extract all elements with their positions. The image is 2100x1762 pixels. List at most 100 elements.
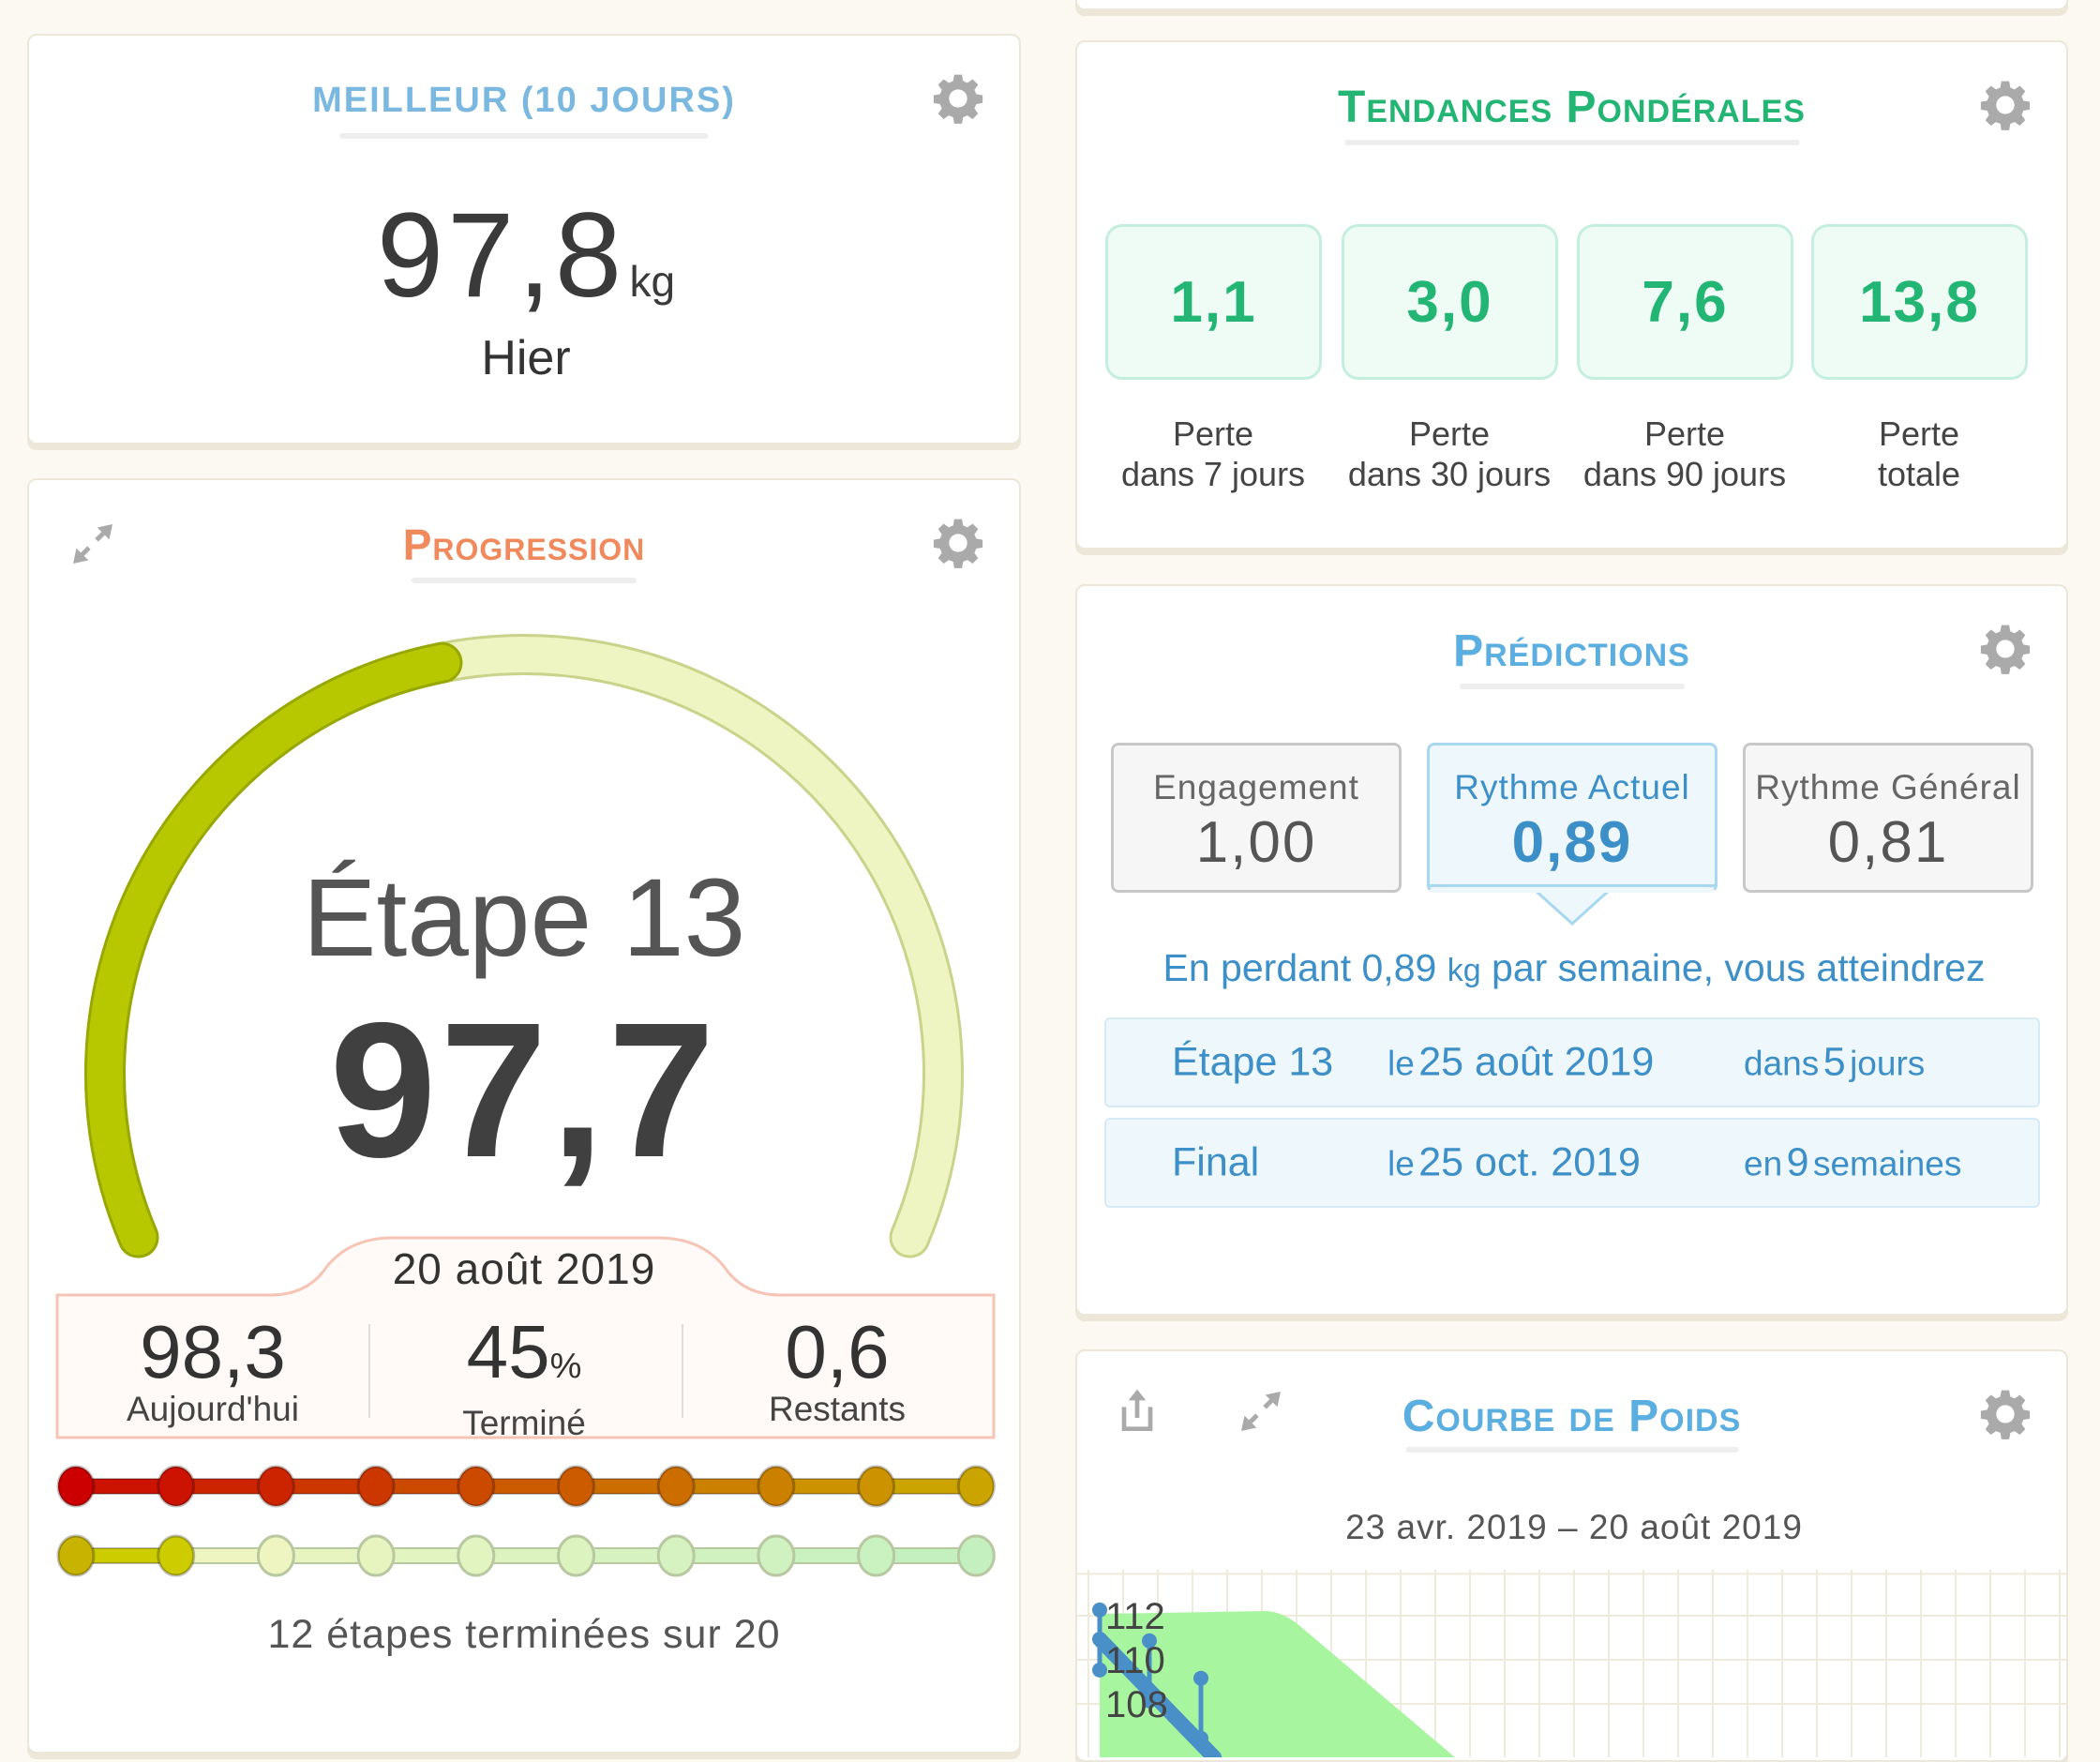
- rate-value: 0,89: [1511, 810, 1633, 875]
- box-border: [1430, 884, 1715, 887]
- title-underline: [1459, 684, 1685, 689]
- predictions-card: Prédictions Engagement 1,00 Rythme Actuel…: [1075, 584, 2068, 1316]
- gear-icon[interactable]: [1978, 1387, 2032, 1441]
- title-underline: [412, 578, 637, 583]
- progress-date: 20 août 2019: [392, 1244, 656, 1293]
- data-point: [1092, 1662, 1107, 1678]
- step-dots: [56, 1465, 996, 1577]
- step-dot-done: [256, 1465, 295, 1508]
- trend-label: Perte dans 30 jours: [1333, 414, 1566, 494]
- data-point: [1142, 1633, 1157, 1649]
- chart-date-range: 23 avr. 2019 – 20 août 2019: [1345, 1508, 1803, 1546]
- chart-title: Courbe de Poids: [1402, 1392, 1742, 1441]
- trends-title: Tendances Pondérales: [1338, 83, 1806, 132]
- stat-label: Aujourd'hui: [127, 1390, 299, 1428]
- rate-value: 1,00: [1195, 810, 1317, 875]
- trend-value-90d[interactable]: 7,6: [1577, 224, 1793, 380]
- sentence-text: par semaine, vous atteindrez: [1480, 946, 1986, 989]
- y-tick-label: 108: [1105, 1684, 1168, 1725]
- gear-icon[interactable]: [1978, 622, 2032, 676]
- row-post: jours: [1850, 1044, 1926, 1083]
- rate-value: 0,81: [1827, 810, 1949, 875]
- steps-summary: 12 étapes terminées sur 20: [267, 1612, 781, 1657]
- data-point: [1092, 1602, 1107, 1618]
- trend-value-30d[interactable]: 3,0: [1342, 224, 1558, 380]
- step-dot-done: [956, 1465, 996, 1508]
- stat-label: Restants: [768, 1390, 907, 1428]
- step-dot-done: [56, 1534, 96, 1577]
- weight-curve-card: Courbe de Poids 23 avr. 2019 – 20 août 2…: [1075, 1349, 2068, 1762]
- row-pre: dans: [1744, 1044, 1820, 1083]
- sentence-unit: kg: [1447, 953, 1481, 988]
- rate-engagement[interactable]: Engagement 1,00: [1111, 743, 1402, 893]
- stat-suffix: %: [549, 1347, 582, 1386]
- stat-done: 45% Terminé: [462, 1315, 586, 1443]
- title-underline: [1344, 140, 1799, 145]
- best-value: 97,8: [376, 188, 626, 323]
- best-label: Hier: [481, 331, 571, 385]
- divider: [682, 1324, 683, 1418]
- rate-general[interactable]: Rythme Général 0,81: [1743, 743, 2033, 893]
- gear-icon[interactable]: [931, 71, 985, 126]
- title-underline: [339, 133, 709, 139]
- progress-card: Progression Étape 13 97,7 20 août 2019 9…: [27, 478, 1021, 1754]
- row-date: 25 août 2019: [1418, 1039, 1655, 1085]
- rate-current[interactable]: Rythme Actuel 0,89: [1427, 743, 1718, 893]
- trend-label: Perte totale: [1803, 414, 2035, 494]
- sentence-text: En perdant 0,89: [1162, 946, 1448, 989]
- row-le: le: [1388, 1144, 1415, 1183]
- trend-value-total[interactable]: 13,8: [1811, 224, 2028, 380]
- step-dot-done: [656, 1465, 696, 1508]
- stat-today: 98,3 Aujourd'hui: [127, 1315, 299, 1429]
- prediction-row-stage[interactable]: Étape 13 le 25 août 2019 dans 5 jours: [1104, 1017, 2040, 1107]
- step-dot-pending: [256, 1534, 295, 1577]
- rate-label: Rythme Général: [1755, 768, 2021, 806]
- trend-label-line: dans 90 jours: [1582, 455, 1787, 493]
- date-tab: [55, 1236, 996, 1439]
- stage-label: Étape 13: [302, 856, 746, 980]
- trend-value-7d[interactable]: 1,1: [1105, 224, 1322, 380]
- step-dot-pending: [857, 1534, 896, 1577]
- trend-label-line: dans 30 jours: [1347, 455, 1552, 493]
- share-icon[interactable]: [1111, 1385, 1163, 1438]
- trend-label-line: Perte: [1172, 414, 1254, 453]
- step-dot-done: [557, 1465, 595, 1508]
- step-dot-pending: [457, 1534, 496, 1577]
- progress-gauge: [84, 634, 964, 1258]
- stat-value: 0,6: [785, 1310, 890, 1393]
- row-n: 5: [1822, 1039, 1846, 1085]
- divider: [368, 1324, 370, 1418]
- gauge-fill: [87, 644, 460, 1256]
- row-pre: en: [1744, 1144, 1783, 1183]
- gear-icon[interactable]: [1978, 78, 2032, 132]
- step-dot-done: [157, 1534, 196, 1577]
- trends-card: Tendances Pondérales 1,1 3,0 7,6 13,8 Pe…: [1075, 40, 2068, 550]
- row-date: 25 oct. 2019: [1418, 1139, 1641, 1185]
- step-dot-pending: [656, 1534, 696, 1577]
- step-dot-pending: [557, 1534, 595, 1577]
- step-dot-done: [56, 1465, 96, 1508]
- step-dot-pending: [757, 1534, 796, 1577]
- step-dot-pending: [356, 1534, 396, 1577]
- progress-title: Progression: [402, 520, 646, 569]
- data-point: [1193, 1730, 1208, 1746]
- trend-label: Perte dans 90 jours: [1568, 414, 1801, 494]
- data-point: [1142, 1693, 1157, 1709]
- best-card: MEILLEUR (10 JOURS) 97,8 kg Hier: [27, 34, 1021, 444]
- best-value-row: 97,8 kg: [376, 188, 675, 323]
- prediction-sentence: En perdant 0,89 kg par semaine, vous att…: [1162, 946, 1986, 989]
- y-tick-label: 112: [1105, 1596, 1165, 1637]
- trend-label-line: Perte: [1408, 414, 1491, 453]
- stat-remaining: 0,6 Restants: [769, 1315, 906, 1429]
- rate-label: Rythme Actuel: [1454, 768, 1690, 806]
- stat-value: 98,3: [140, 1310, 286, 1393]
- stat-label: Terminé: [462, 1404, 586, 1442]
- prediction-row-final[interactable]: Final le 25 oct. 2019 en 9 semaines: [1104, 1118, 2040, 1208]
- y-tick-label: 110: [1105, 1640, 1165, 1681]
- predictions-title: Prédictions: [1453, 626, 1690, 676]
- card-top-sliver: [1075, 0, 2068, 10]
- selected-pointer: [1535, 888, 1610, 926]
- step-dot-done: [356, 1465, 396, 1508]
- trend-label: Perte dans 7 jours: [1097, 414, 1329, 494]
